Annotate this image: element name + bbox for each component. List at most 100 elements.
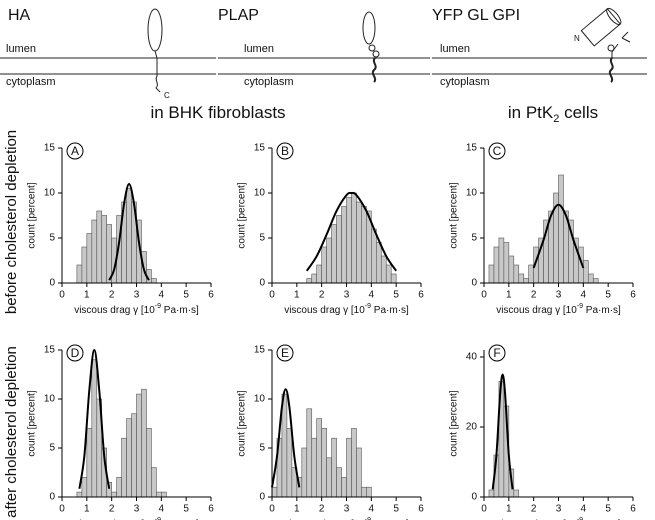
x-axis-label-text: Pa·m·s]	[161, 305, 199, 316]
bar	[76, 491, 83, 498]
barrel-end	[606, 7, 622, 26]
bar	[351, 428, 357, 498]
x-tick-label: 5	[393, 290, 399, 301]
bar	[583, 260, 589, 284]
y-tick-label: 0	[49, 278, 55, 289]
x-axis-label-sup: -9	[365, 517, 371, 520]
bar	[326, 457, 332, 498]
panel-label: A	[71, 144, 79, 158]
terminus-label: N	[574, 34, 580, 43]
bar	[131, 413, 137, 498]
bar	[493, 246, 500, 284]
bar	[86, 233, 93, 284]
panel-label: B	[281, 144, 289, 158]
x-tick-label: 4	[581, 504, 587, 515]
bar	[106, 224, 112, 284]
bar	[126, 418, 132, 498]
x-axis-label: viscous drag γ [10-9 Pa·m·s]	[284, 517, 409, 520]
panel-label-circle	[276, 344, 294, 362]
bar	[116, 477, 122, 498]
y-tick-label: 5	[259, 443, 265, 454]
bar	[321, 246, 327, 284]
y-tick-label: 10	[254, 394, 266, 405]
bar	[592, 278, 599, 284]
x-axis-label-sup: -9	[577, 303, 583, 310]
y-tick-label: 5	[49, 233, 55, 244]
bar	[321, 428, 327, 498]
bar	[356, 201, 362, 284]
bar	[91, 219, 98, 284]
bar	[508, 255, 515, 284]
x-tick-label: 6	[630, 290, 636, 301]
bar	[513, 264, 520, 284]
panel-label: F	[493, 346, 500, 360]
bar	[488, 489, 495, 498]
y-tick-label: 5	[49, 443, 55, 454]
bar	[385, 264, 392, 284]
bar	[96, 210, 103, 284]
x-tick-label: 4	[159, 504, 165, 515]
x-axis-label-text: Pa·m·s]	[583, 519, 621, 520]
bar	[306, 278, 313, 284]
fit-curve	[491, 373, 514, 490]
cytoplasm-label: cytoplasm	[440, 76, 490, 88]
bar	[286, 428, 293, 498]
bar	[513, 489, 520, 498]
y-tick-label: 15	[44, 345, 56, 356]
bar	[380, 255, 387, 284]
bar	[271, 486, 278, 498]
y-tick-label: 10	[254, 188, 266, 199]
bar	[101, 215, 107, 284]
linker	[611, 31, 631, 58]
column-label: in BHK fibroblasts	[150, 103, 285, 122]
y-tick-label: 0	[259, 492, 265, 503]
x-tick-label: 3	[134, 290, 140, 301]
bar	[151, 278, 157, 284]
x-tick-label: 3	[344, 504, 350, 515]
bar	[81, 477, 88, 498]
x-axis-label-text: Pa·m·s]	[583, 305, 621, 316]
panel-label-circle	[66, 344, 84, 362]
bar	[281, 393, 288, 498]
x-tick-label: 1	[294, 504, 300, 515]
y-tick-label: 0	[49, 492, 55, 503]
panel-label-circle	[488, 142, 506, 160]
x-tick-label: 1	[84, 290, 90, 301]
x-tick-label: 6	[418, 504, 424, 515]
bar	[151, 467, 157, 498]
bar	[141, 388, 147, 498]
sugar	[368, 44, 376, 52]
fit-curve	[271, 388, 301, 488]
panel-label-circle	[276, 142, 294, 160]
x-axis-label-sup: -9	[365, 303, 371, 310]
x-tick-label: 0	[269, 290, 275, 301]
bar	[346, 197, 352, 284]
x-tick-label: 0	[59, 504, 65, 515]
x-axis-label-text: viscous drag γ [10	[496, 519, 577, 520]
bar	[126, 188, 132, 284]
lumen-label: lumen	[440, 43, 470, 55]
bar	[111, 491, 117, 498]
y-axis-label: count [percent]	[27, 182, 38, 248]
bar	[498, 237, 505, 284]
bar	[161, 491, 167, 498]
bar	[390, 273, 397, 284]
y-tick-label: 40	[466, 352, 478, 363]
fit-curve	[532, 203, 585, 269]
y-axis-label: count [percent]	[27, 390, 38, 456]
bar	[76, 264, 83, 284]
cytoplasm-label: cytoplasm	[244, 76, 294, 88]
x-tick-label: 4	[159, 290, 165, 301]
x-tick-label: 0	[481, 504, 487, 515]
diagram-title: YFP GL GPI	[432, 7, 520, 24]
y-tick-label: 10	[44, 188, 56, 199]
x-axis-label-text: Pa·m·s]	[371, 305, 409, 316]
bar	[146, 428, 152, 498]
x-tick-label: 6	[418, 290, 424, 301]
sugar	[372, 50, 380, 58]
bar	[366, 486, 372, 498]
panel-label: D	[71, 346, 80, 360]
panel-label-circle	[488, 344, 506, 362]
bar	[523, 278, 530, 284]
x-tick-label: 4	[369, 290, 375, 301]
